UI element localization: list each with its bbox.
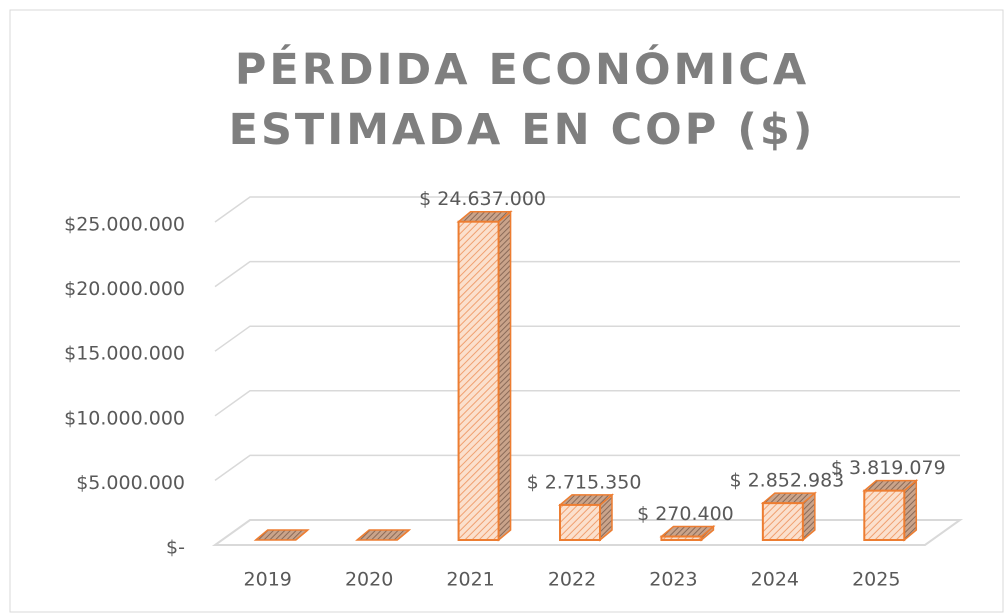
data-label: $ 24.637.000 (419, 188, 546, 210)
grid-line (214, 454, 960, 482)
data-label: $ 2.715.350 (527, 471, 642, 493)
data-label: $ 270.400 (637, 503, 734, 525)
y-tick-label: $15.000.000 (64, 343, 185, 365)
y-tick-label: $- (166, 537, 185, 559)
x-tick-label: 2022 (548, 569, 596, 591)
bar-side (497, 210, 512, 542)
y-tick-label: $10.000.000 (64, 407, 185, 429)
x-tick-label: 2024 (751, 569, 799, 591)
chart-title: PÉRDIDA ECONÓMICA ESTIMADA EN COP ($) (228, 45, 816, 155)
bar (761, 502, 804, 542)
bar (660, 535, 703, 541)
x-tick-label: 2020 (345, 569, 393, 591)
chart-border (9, 9, 1004, 613)
data-label: $ 2.852.983 (729, 470, 844, 492)
grid-line (214, 390, 960, 417)
bar-top (355, 529, 412, 541)
grid-line (214, 325, 960, 352)
grid-line (214, 260, 960, 288)
bar (863, 489, 906, 541)
y-tick-label: $25.000.000 (64, 214, 185, 236)
x-tick-label: 2023 (649, 569, 697, 591)
x-tick-label: 2021 (446, 569, 494, 591)
bar (457, 220, 500, 541)
x-tick-label: 2025 (852, 569, 900, 591)
grid-line (214, 196, 960, 223)
bar-top (253, 529, 310, 541)
y-tick-label: $20.000.000 (64, 278, 185, 300)
x-tick-label: 2019 (244, 569, 292, 591)
bar (559, 503, 601, 541)
data-label: $ 3.819.079 (831, 457, 946, 479)
y-tick-label: $5.000.000 (76, 472, 185, 494)
